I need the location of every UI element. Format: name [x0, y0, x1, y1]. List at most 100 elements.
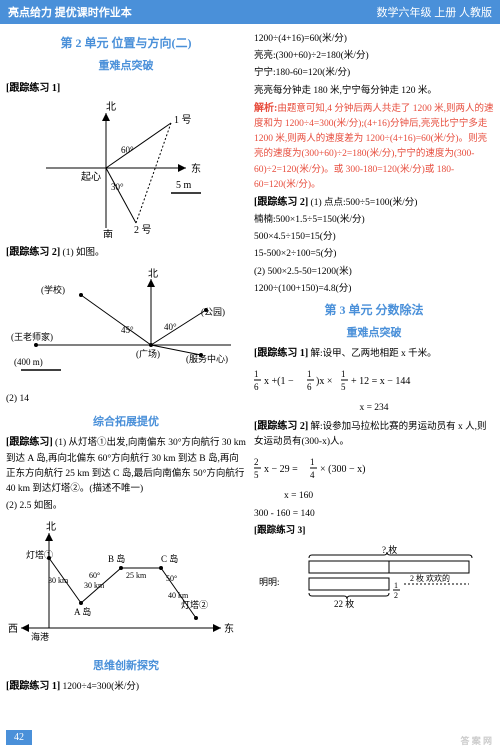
- svg-text:1: 1: [310, 457, 315, 467]
- svg-text:(王老师家): (王老师家): [11, 331, 53, 342]
- page-header: 亮点给力 提优课时作业本 数学六年级 上册 人教版: [0, 0, 500, 24]
- svg-text:x +(1 −: x +(1 −: [264, 376, 294, 387]
- svg-text:东: 东: [224, 622, 234, 635]
- practice2-text: (1) 如图。: [63, 248, 105, 258]
- svg-text:东: 东: [191, 162, 201, 175]
- svg-text:6: 6: [254, 382, 259, 392]
- practice4-row: [跟踪练习 1] 1200÷4=300(米/分): [6, 679, 246, 695]
- section-title-2: 综合拓展提优: [6, 413, 246, 429]
- watermark: 答 案 网: [460, 734, 492, 747]
- right-column: 1200÷(4+16)=60(米/分) 亮亮:(300+60)÷2=180(米/…: [254, 30, 494, 698]
- svg-text:5: 5: [341, 382, 346, 392]
- svg-text:2 枚 欢欢的: 2 枚 欢欢的: [410, 573, 450, 583]
- practice4r-row: [跟踪练习 2] 解:设参加马拉松比赛的男运动员有 x 人,则女运动员有(300…: [254, 419, 494, 450]
- svg-text:30°: 30°: [111, 182, 124, 192]
- practice3r-label: [跟踪练习 1]: [254, 348, 308, 359]
- formula1-result: x = 234: [254, 401, 494, 416]
- section-title-1: 重难点突破: [6, 57, 246, 73]
- svg-text:30 km: 30 km: [84, 581, 105, 590]
- practice3r-text: 解:设甲、乙两地相距 x 千米。: [311, 349, 437, 359]
- svg-text:北: 北: [148, 268, 158, 280]
- svg-text:灯塔②: 灯塔②: [181, 599, 208, 610]
- practice5r-label: [跟踪练习 3]: [254, 524, 494, 539]
- p2r-line4: (2) 500×2.5-50=1200(米): [254, 265, 494, 280]
- svg-text:6: 6: [307, 382, 312, 392]
- svg-text:(广场): (广场): [136, 348, 160, 359]
- svg-text:(公园): (公园): [201, 307, 225, 317]
- analysis-text: 由题意可知,4 分钟后两人共走了 1200 米,则两人的速度和为 1200÷4=…: [254, 104, 493, 190]
- practice3-p2: (2) 2.5 如图。: [6, 499, 246, 514]
- svg-text:40 km: 40 km: [168, 591, 189, 600]
- svg-text:? 枚: ? 枚: [382, 544, 397, 555]
- svg-text:30 km: 30 km: [48, 576, 69, 585]
- svg-text:1: 1: [394, 581, 398, 590]
- svg-text:40°: 40°: [164, 322, 177, 332]
- svg-text:海港: 海港: [31, 631, 49, 642]
- svg-text:(服务中心): (服务中心): [186, 353, 228, 364]
- svg-text:5 m: 5 m: [176, 180, 192, 191]
- svg-text:+ 12 = x − 144: + 12 = x − 144: [351, 376, 410, 387]
- calc-line-0: 1200÷(4+16)=60(米/分): [254, 32, 494, 47]
- compass-diagram-1: 北 东 起心 1 号 60° 30° 2 号 南 5 m: [6, 98, 246, 241]
- map-diagram-2: 北 (学校) (公园) (王老师家) (广场) (服务中心) 45° 4: [6, 265, 246, 388]
- svg-text:22 枚: 22 枚: [334, 598, 354, 608]
- svg-text:(学校): (学校): [41, 284, 65, 295]
- left-column: 第 2 单元 位置与方向(二) 重难点突破 [跟踪练习 1] 北 东 起心 1 …: [6, 30, 246, 698]
- svg-text:60°: 60°: [89, 571, 100, 580]
- svg-text:西: 西: [8, 624, 18, 635]
- svg-text:4: 4: [310, 470, 315, 480]
- practice4r-label: [跟踪练习 2]: [254, 421, 308, 432]
- svg-text:A 岛: A 岛: [74, 606, 91, 617]
- svg-text:x − 29 =: x − 29 =: [264, 464, 298, 475]
- svg-text:B 岛: B 岛: [108, 553, 125, 564]
- formula2-result: x = 160: [254, 489, 494, 504]
- svg-text:(400 m): (400 m): [14, 357, 43, 367]
- calc-line-2: 宁宁:180-60=120(米/分): [254, 66, 494, 81]
- svg-text:起心: 起心: [81, 171, 101, 183]
- svg-text:1: 1: [254, 369, 259, 379]
- unit3-title: 第 3 单元 分数除法: [254, 301, 494, 318]
- practice2r-label: [跟踪练习 2]: [254, 197, 308, 208]
- section3r-title: 重难点突破: [254, 324, 494, 340]
- p2r-line0: (1) 点点:500÷5=100(米/分): [311, 198, 418, 208]
- page-number: 42: [6, 730, 32, 745]
- practice2-label: [跟踪练习 2]: [6, 247, 60, 258]
- svg-text:25 km: 25 km: [126, 571, 147, 580]
- content-area: 第 2 单元 位置与方向(二) 重难点突破 [跟踪练习 1] 北 东 起心 1 …: [0, 24, 500, 704]
- unit2-title: 第 2 单元 位置与方向(二): [6, 34, 246, 51]
- svg-text:5: 5: [254, 470, 259, 480]
- svg-text:50°: 50°: [166, 574, 177, 583]
- practice2-row: [跟踪练习 2] (1) 如图。: [6, 245, 246, 261]
- practice3-label: [跟踪练习]: [6, 437, 53, 448]
- practice3-block: [跟踪练习] (1) 从灯塔①出发,向南偏东 30°方向航行 30 km 到达 …: [6, 435, 246, 497]
- svg-text:南: 南: [103, 228, 113, 238]
- p2r-line1: 楠楠:500×1.5÷5=150(米/分): [254, 213, 494, 228]
- formula2-step: 300 - 160 = 140: [254, 507, 494, 522]
- formula1: 1 6 x +(1 − 1 6 )x × 1 5 + 12 = x − 144: [254, 364, 494, 399]
- practice3r-row: [跟踪练习 1] 解:设甲、乙两地相距 x 千米。: [254, 346, 494, 362]
- svg-text:2 号: 2 号: [134, 224, 152, 236]
- north-label: 北: [106, 101, 116, 113]
- svg-text:)x ×: )x ×: [316, 376, 332, 387]
- formula2: 2 5 x − 29 = 1 4 × (300 − x): [254, 452, 494, 487]
- svg-text:2: 2: [394, 591, 398, 600]
- svg-text:1: 1: [341, 369, 346, 379]
- section-title-3: 思维创新探究: [6, 657, 246, 673]
- bracket-diagram: ? 枚 明明: 2 枚 欢欢的 1 2 22 枚: [254, 543, 494, 598]
- p2r-line5: 1200÷(100+150)=4.8(分): [254, 282, 494, 297]
- nav-diagram-3: 北 西 东 灯塔① A 岛 B 岛 C 岛: [6, 518, 246, 651]
- svg-text:60°: 60°: [121, 145, 134, 155]
- svg-text:1: 1: [307, 369, 312, 379]
- svg-text:明明:: 明明:: [259, 577, 280, 587]
- p2r-line3: 15-500×2÷100=5(分): [254, 247, 494, 262]
- svg-text:北: 北: [46, 521, 56, 533]
- svg-text:1 号: 1 号: [174, 114, 192, 126]
- practice1-label: [跟踪练习 1]: [6, 79, 246, 94]
- calc-line-1: 亮亮:(300+60)÷2=180(米/分): [254, 49, 494, 64]
- svg-text:× (300 − x): × (300 − x): [320, 464, 365, 475]
- analysis-label: 解析:: [254, 103, 277, 114]
- practice4-label: [跟踪练习 1]: [6, 681, 60, 692]
- analysis-block: 解析:由题意可知,4 分钟后两人共走了 1200 米,则两人的速度和为 1200…: [254, 101, 494, 193]
- svg-text:2: 2: [254, 457, 259, 467]
- practice2r-row: [跟踪练习 2] (1) 点点:500÷5=100(米/分): [254, 195, 494, 211]
